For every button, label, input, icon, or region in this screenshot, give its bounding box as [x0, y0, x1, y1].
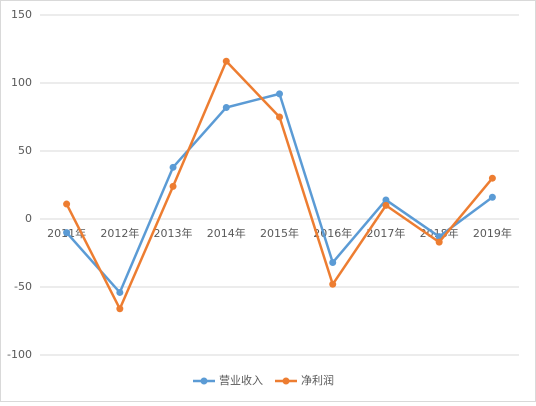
- data-point: [488, 193, 496, 201]
- legend-marker: [200, 377, 208, 385]
- data-point: [116, 288, 124, 296]
- data-point: [329, 280, 337, 288]
- y-tick-label: 100: [11, 76, 32, 89]
- data-point: [382, 196, 390, 204]
- data-point: [382, 201, 390, 209]
- y-tick-label: 50: [18, 144, 32, 157]
- x-tick-label: 2013年: [154, 226, 193, 240]
- x-tick-label: 2012年: [100, 226, 139, 240]
- x-tick-label: 2019年: [473, 226, 512, 240]
- data-point: [329, 259, 337, 267]
- legend-label: 营业收入: [219, 373, 263, 387]
- data-point: [169, 163, 177, 171]
- data-point: [276, 90, 283, 98]
- x-tick-label: 2017年: [366, 226, 405, 240]
- data-point: [435, 238, 443, 246]
- data-point: [222, 57, 230, 65]
- y-tick-label: -50: [14, 280, 32, 293]
- data-point: [222, 103, 230, 111]
- data-point: [63, 229, 71, 237]
- y-tick-label: 150: [11, 8, 32, 21]
- data-point: [63, 200, 71, 208]
- x-tick-label: 2014年: [207, 226, 246, 240]
- data-point: [276, 113, 283, 121]
- data-point: [488, 174, 496, 182]
- data-point: [116, 305, 124, 313]
- legend-marker: [282, 377, 290, 385]
- y-tick-label: -100: [7, 348, 32, 361]
- x-tick-label: 2015年: [260, 226, 299, 240]
- legend-label: 净利润: [301, 373, 334, 387]
- data-point: [169, 182, 177, 190]
- y-tick-label: 0: [25, 212, 32, 225]
